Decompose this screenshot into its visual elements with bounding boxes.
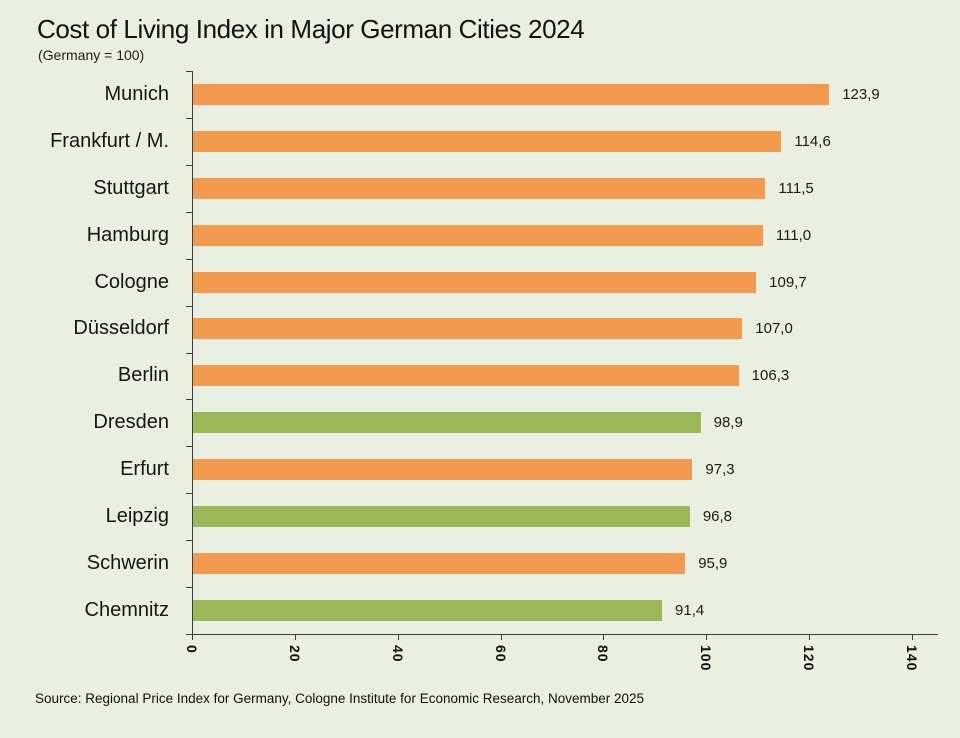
bar (192, 599, 663, 621)
chart-subtitle: (Germany = 100) (38, 47, 145, 63)
y-axis-tick (186, 306, 192, 307)
bar-row: Dresden 98,9 (0, 399, 960, 446)
bar (192, 318, 743, 340)
bar (192, 83, 830, 105)
x-axis-tick-label: 140 (904, 645, 920, 672)
bar-row: Leipzig 96,8 (0, 493, 960, 540)
category-label: Dresden (93, 411, 169, 434)
x-axis-tick-label: 20 (287, 645, 303, 663)
x-axis-tick (192, 635, 193, 640)
category-label: Cologne (94, 270, 169, 293)
value-label: 109,7 (769, 273, 807, 291)
y-axis-tick (186, 446, 192, 447)
bar (192, 130, 782, 152)
value-label: 123,9 (842, 85, 880, 103)
x-axis-tick (501, 635, 502, 640)
x-axis-tick (603, 635, 604, 640)
y-axis-tick (186, 353, 192, 354)
value-label: 96,8 (702, 508, 733, 526)
value-label: 111,5 (778, 179, 814, 197)
bar-row: Cologne 109,7 (0, 259, 960, 306)
source-note: Source: Regional Price Index for Germany… (35, 691, 645, 706)
x-axis-line (192, 634, 938, 635)
y-axis-tick (186, 399, 192, 400)
y-axis-tick (186, 212, 192, 213)
bar-rows: Munich 123,9 Frankfurt / M. 114,6 Stuttgart 1… (0, 71, 960, 634)
y-axis-tick (186, 587, 192, 588)
value-label: 111,0 (775, 226, 812, 244)
bar (192, 365, 739, 387)
category-label: Berlin (117, 364, 169, 387)
bar (192, 177, 766, 199)
value-label: 95,9 (698, 555, 728, 573)
value-label: 97,3 (705, 461, 735, 479)
bar (192, 412, 701, 434)
category-label: Stuttgart (93, 176, 169, 199)
x-axis-tick (706, 635, 707, 640)
category-label: Düsseldorf (73, 317, 169, 340)
bar-row: Erfurt 97,3 (0, 446, 960, 493)
x-axis-tick-label: 80 (595, 645, 611, 663)
category-label: Frankfurt / M. (50, 129, 169, 152)
bar (192, 506, 690, 528)
y-axis-tick (186, 165, 192, 166)
bar-row: Munich 123,9 (0, 71, 960, 118)
y-axis-tick (186, 493, 192, 494)
y-axis-tick (186, 540, 192, 541)
x-axis-tick-label: 120 (801, 645, 817, 672)
bar (192, 271, 757, 293)
bar (192, 553, 686, 575)
bar-row: Hamburg 111,0 (0, 212, 960, 259)
y-axis-tick (186, 118, 192, 119)
x-axis-tick (295, 635, 296, 640)
x-axis-tick-label: 60 (493, 645, 509, 663)
bar-row: Berlin 106,3 (0, 352, 960, 399)
x-axis-tick (912, 635, 913, 640)
bar-row: Düsseldorf 107,0 (0, 306, 960, 353)
bar (192, 459, 693, 481)
x-axis-tick-label: 40 (390, 645, 406, 663)
y-axis-line (192, 71, 193, 634)
x-axis-tick (398, 635, 399, 640)
y-axis-tick (186, 259, 192, 260)
x-axis-tick-label: 0 (184, 645, 200, 654)
bar (192, 224, 763, 246)
value-label: 98,9 (713, 414, 743, 432)
bar-row: Schwerin 95,9 (0, 540, 960, 587)
y-axis-tick (186, 71, 192, 72)
bar-row: Chemnitz 91,4 (0, 587, 960, 634)
value-label: 107,0 (755, 320, 793, 338)
category-label: Hamburg (86, 223, 169, 246)
category-label: Schwerin (86, 552, 169, 575)
bar-row: Stuttgart 111,5 (0, 165, 960, 212)
category-label: Leipzig (105, 505, 169, 528)
value-label: 91,4 (675, 601, 705, 619)
value-label: 106,3 (751, 367, 790, 385)
category-label: Chemnitz (84, 598, 169, 621)
value-label: 114,6 (794, 132, 831, 150)
category-label: Munich (104, 82, 169, 105)
bar-row: Frankfurt / M. 114,6 (0, 118, 960, 165)
y-axis-tick (186, 634, 192, 635)
x-axis-tick-label: 100 (698, 645, 714, 672)
chart-title: Cost of Living Index in Major German Cit… (37, 14, 585, 44)
x-axis-tick (809, 635, 810, 640)
category-label: Erfurt (120, 458, 169, 481)
